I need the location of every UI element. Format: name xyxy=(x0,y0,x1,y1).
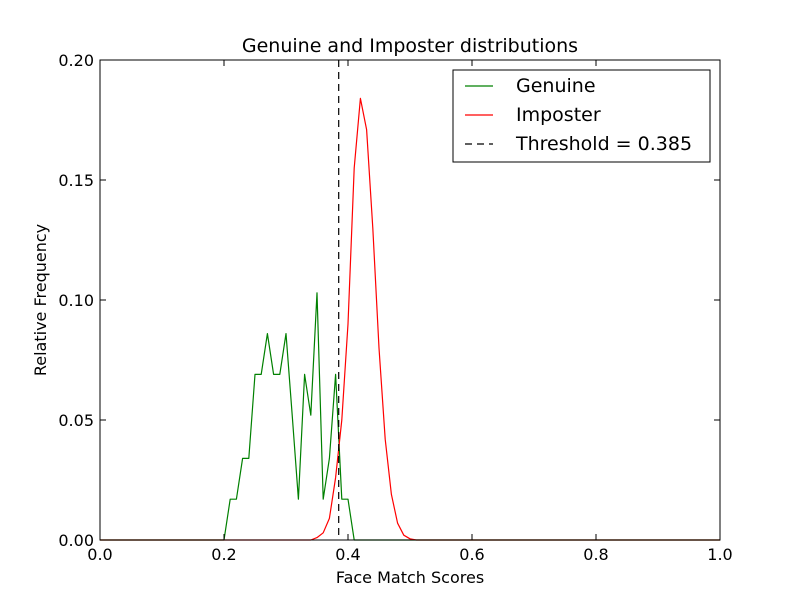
x-tick-label: 1.0 xyxy=(707,545,732,564)
chart-title: Genuine and Imposter distributions xyxy=(242,35,578,57)
x-axis-title: Face Match Scores xyxy=(336,568,484,587)
y-tick-label: 0.15 xyxy=(58,171,94,190)
y-tick-label: 0.20 xyxy=(58,51,94,70)
x-tick-label: 0.6 xyxy=(459,545,484,564)
plot-lines xyxy=(100,60,720,541)
legend-label-genuine: Genuine xyxy=(516,75,596,97)
legend-box xyxy=(452,69,711,163)
series-line-genuine xyxy=(100,292,720,541)
axis-ticks: 0.0 0.2 0.4 0.6 0.8 1.0 0.00 0.05 0.10 0.15 0.20 xyxy=(58,51,732,564)
y-tick-label: 0.00 xyxy=(58,531,94,550)
legend-label-threshold: Threshold = 0.385 xyxy=(515,133,692,155)
series-line-imposter xyxy=(100,97,720,541)
x-tick-label: 0.2 xyxy=(211,545,236,564)
legend-label-imposter: Imposter xyxy=(516,104,601,126)
x-tick-label: 0.0 xyxy=(87,545,112,564)
x-tick-label: 0.4 xyxy=(335,545,360,564)
y-tick-label: 0.10 xyxy=(58,291,94,310)
x-tick-label: 0.8 xyxy=(583,545,608,564)
legend: Genuine Imposter Threshold = 0.385 xyxy=(452,69,711,163)
y-tick-label: 0.05 xyxy=(58,411,94,430)
y-axis-title: Relative Frequency xyxy=(31,224,50,376)
